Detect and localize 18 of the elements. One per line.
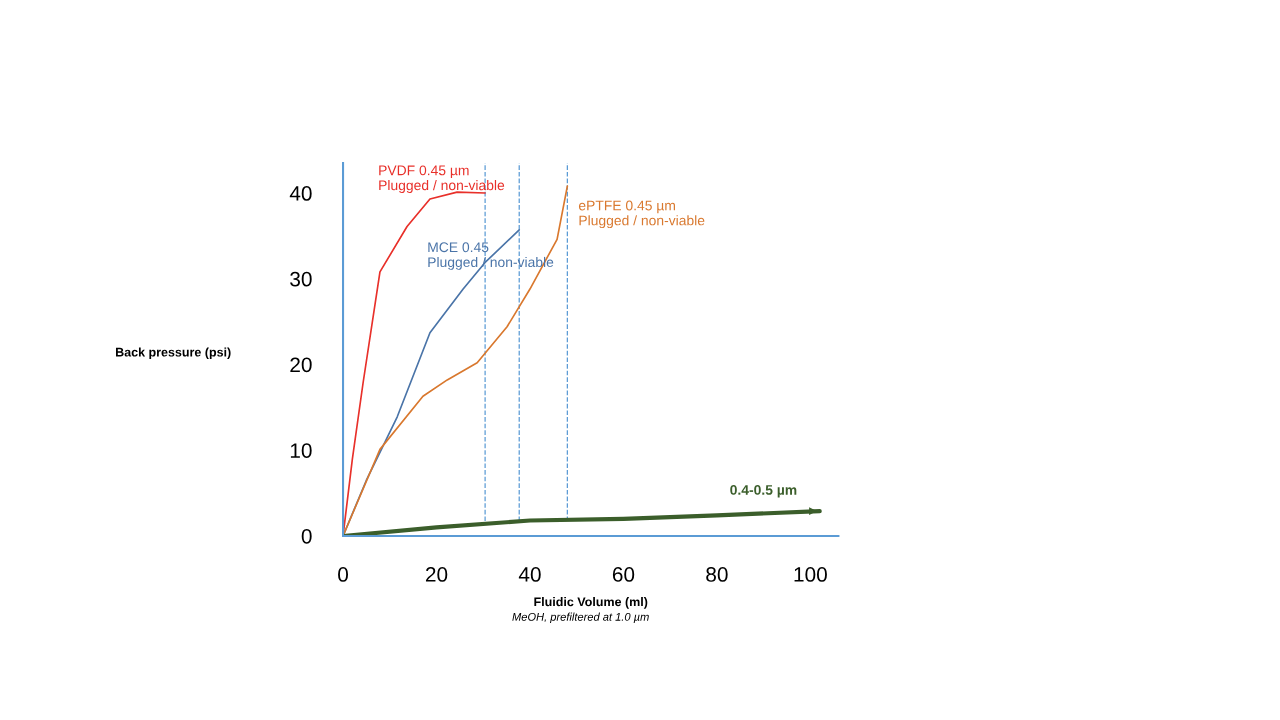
y-axis-title: Back pressure (psi) — [116, 347, 231, 360]
x-tick-label: 60 — [612, 567, 635, 582]
x-tick-label: 20 — [425, 567, 448, 582]
series-label: 0.4-0.5 µm — [730, 484, 797, 498]
text: MeOH, prefiltered at 1.0 µm — [512, 612, 649, 623]
x-axis-title: Fluidic Volume (ml) — [534, 597, 648, 609]
series-label: PVDF 0.45 µm Plugged / non-viable — [379, 165, 505, 193]
y-tick-label: 40 — [289, 186, 312, 201]
y-tick-label: 30 — [290, 271, 312, 287]
y-tick-label: 20 — [290, 357, 312, 373]
x-tick-label: 0 — [338, 567, 349, 582]
x-tick-label: 40 — [518, 567, 541, 582]
line-series — [343, 509, 822, 536]
x-tick-label: 80 — [706, 567, 728, 582]
series-label: ePTFE 0.45 µm Plugged / non-viable — [578, 200, 705, 229]
x-tick-label: 100 — [794, 567, 827, 582]
y-tick-label: 0 — [301, 528, 312, 544]
y-tick-label: 10 — [290, 443, 312, 458]
